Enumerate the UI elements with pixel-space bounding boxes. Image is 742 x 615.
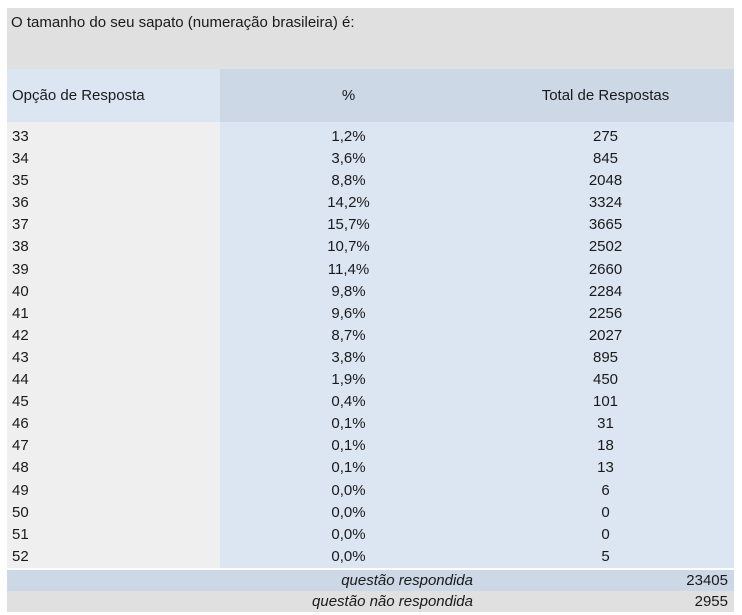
- row-percent: 14,2%: [327, 194, 370, 212]
- row-percent: 8,7%: [331, 326, 366, 344]
- row-option: 42: [12, 326, 29, 344]
- row-percent: 0,1%: [331, 437, 366, 455]
- table-row: 35 8,8% 2048: [7, 170, 734, 192]
- row-option: 41: [12, 304, 29, 322]
- answered-row: questão respondida 23405: [7, 569, 734, 591]
- row-total: 2502: [588, 238, 623, 256]
- row-percent: 0,4%: [331, 393, 366, 411]
- table-row: 48 0,1% 13: [7, 457, 734, 479]
- row-option: 52: [12, 547, 29, 565]
- row-total: 2048: [588, 172, 623, 190]
- table-row: 45 0,4% 101: [7, 391, 734, 413]
- table-row: 36 14,2% 3324: [7, 192, 734, 214]
- header-percent: %: [220, 69, 477, 122]
- row-total: 0: [601, 525, 610, 543]
- row-option: 38: [12, 238, 29, 256]
- row-total: 31: [597, 415, 614, 433]
- row-option: 45: [12, 393, 29, 411]
- row-total: 5: [601, 547, 610, 565]
- row-percent: 0,0%: [331, 481, 366, 499]
- row-option: 34: [12, 150, 29, 168]
- row-percent: 1,2%: [331, 128, 366, 145]
- row-percent: 0,1%: [331, 415, 366, 433]
- table-row: 46 0,1% 31: [7, 413, 734, 435]
- row-total: 450: [592, 371, 619, 389]
- row-total: 0: [601, 503, 610, 521]
- row-option: 50: [12, 503, 29, 521]
- table-body: 33 1,2% 275 34 3,6% 845 35 8,8% 2048 36 14,2% 3324 3…: [7, 122, 734, 568]
- row-percent: 0,0%: [331, 547, 366, 565]
- row-option: 43: [12, 348, 29, 366]
- row-option: 39: [12, 260, 29, 278]
- row-total: 2284: [588, 282, 623, 300]
- header-option: Opção de Resposta: [7, 69, 220, 122]
- row-total: 6: [601, 481, 610, 499]
- row-option: 33: [12, 128, 29, 145]
- table-row: 33 1,2% 275: [7, 126, 734, 148]
- row-percent: 0,1%: [331, 459, 366, 477]
- row-percent: 0,0%: [331, 503, 366, 521]
- table-row: 37 15,7% 3665: [7, 214, 734, 236]
- answered-value: 23405: [686, 571, 728, 589]
- table-row: 49 0,0% 6: [7, 480, 734, 502]
- table-header: Opção de Resposta % Total de Respostas: [7, 69, 734, 122]
- row-total: 101: [592, 393, 619, 411]
- row-option: 51: [12, 525, 29, 543]
- row-total: 18: [597, 437, 614, 455]
- row-percent: 9,8%: [331, 282, 366, 300]
- answered-label: questão respondida: [341, 571, 473, 589]
- row-option: 44: [12, 371, 29, 389]
- table-row: 44 1,9% 450: [7, 369, 734, 391]
- row-total: 3665: [588, 216, 623, 234]
- row-total: 2256: [588, 304, 623, 322]
- row-total: 275: [592, 128, 619, 145]
- row-option: 36: [12, 194, 29, 212]
- table-row: 40 9,8% 2284: [7, 281, 734, 303]
- row-option: 47: [12, 437, 29, 455]
- skipped-label: questão não respondida: [312, 592, 473, 610]
- row-percent: 3,6%: [331, 150, 366, 168]
- row-total: 845: [592, 150, 619, 168]
- table-row: 43 3,8% 895: [7, 347, 734, 369]
- table-row: 50 0,0% 0: [7, 502, 734, 524]
- table-row: 41 9,6% 2256: [7, 303, 734, 325]
- table-row: 52 0,0% 5: [7, 546, 734, 568]
- row-percent: 15,7%: [327, 216, 370, 234]
- row-percent: 9,6%: [331, 304, 366, 322]
- row-total: 895: [592, 348, 619, 366]
- question-title: O tamanho do seu sapato (numeração brasi…: [7, 8, 734, 69]
- row-percent: 10,7%: [327, 238, 370, 256]
- row-total: 13: [597, 459, 614, 477]
- table-row: 51 0,0% 0: [7, 524, 734, 546]
- row-option: 35: [12, 172, 29, 190]
- row-option: 48: [12, 459, 29, 477]
- skipped-row: questão não respondida 2955: [7, 590, 734, 612]
- row-total: 2660: [588, 260, 623, 278]
- row-total: 2027: [588, 326, 623, 344]
- skipped-value: 2955: [694, 592, 728, 610]
- survey-results-table: O tamanho do seu sapato (numeração brasi…: [7, 8, 734, 612]
- header-total: Total de Respostas: [477, 69, 734, 122]
- table-row: 42 8,7% 2027: [7, 325, 734, 347]
- row-percent: 3,8%: [331, 348, 366, 366]
- row-percent: 8,8%: [331, 172, 366, 190]
- row-percent: 1,9%: [331, 371, 366, 389]
- table-row: 34 3,6% 845: [7, 148, 734, 170]
- row-option: 49: [12, 481, 29, 499]
- row-option: 37: [12, 216, 29, 234]
- row-percent: 11,4%: [327, 260, 370, 278]
- row-option: 46: [12, 415, 29, 433]
- table-row: 38 10,7% 2502: [7, 236, 734, 258]
- table-row: 47 0,1% 18: [7, 435, 734, 457]
- row-option: 40: [12, 282, 29, 300]
- row-percent: 0,0%: [331, 525, 366, 543]
- row-total: 3324: [588, 194, 623, 212]
- table-row: 39 11,4% 2660: [7, 259, 734, 281]
